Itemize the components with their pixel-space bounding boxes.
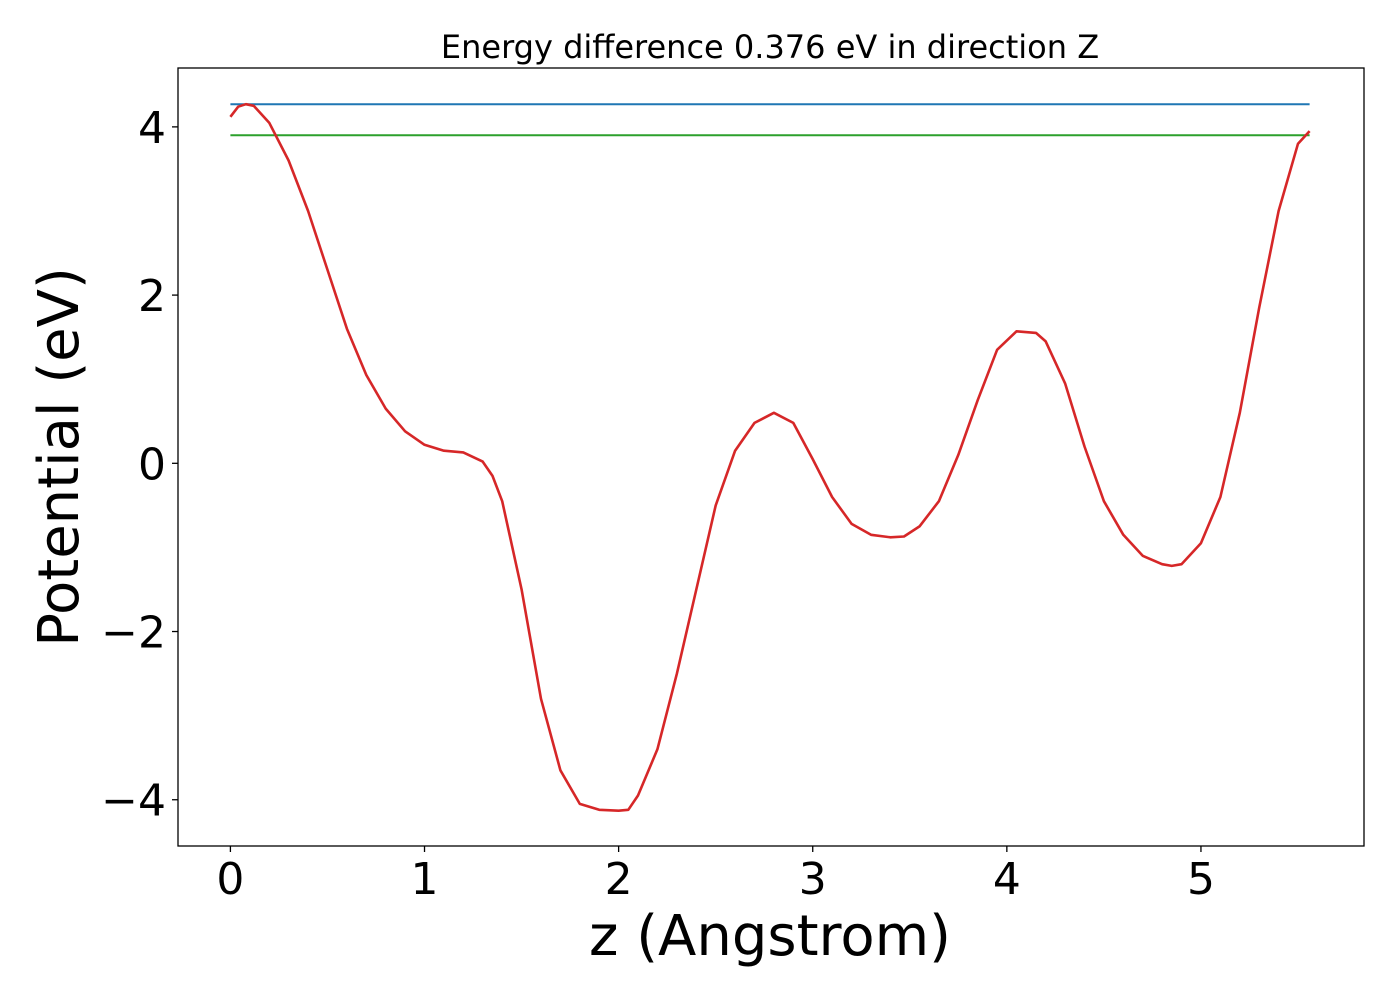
y-tick-label: −4 [101,776,166,827]
series-line-3 [229,102,1311,813]
chart-title: Energy difference 0.376 eV in direction … [441,28,1099,66]
axes-frame [177,67,1365,847]
series-layer [229,102,1311,813]
x-tick-label: 2 [605,854,633,905]
x-axis-label: z (Angstrom) [589,904,951,969]
x-axis-ticks: 0 1 2 3 4 5 [216,846,1215,905]
y-axis-ticks: −4 −2 0 2 4 [101,103,178,827]
x-tick-label: 5 [1187,854,1215,905]
x-tick-label: 4 [993,854,1021,905]
y-tick-label: 4 [138,103,166,154]
y-tick-label: 0 [138,439,166,490]
y-tick-label: −2 [101,608,166,659]
y-axis-label: Potential (eV) [27,267,92,647]
x-tick-label: 3 [799,854,827,905]
y-tick-label: 2 [138,271,166,322]
plot-area [177,67,1365,847]
x-tick-label: 1 [411,854,439,905]
x-tick-label: 0 [216,854,244,905]
